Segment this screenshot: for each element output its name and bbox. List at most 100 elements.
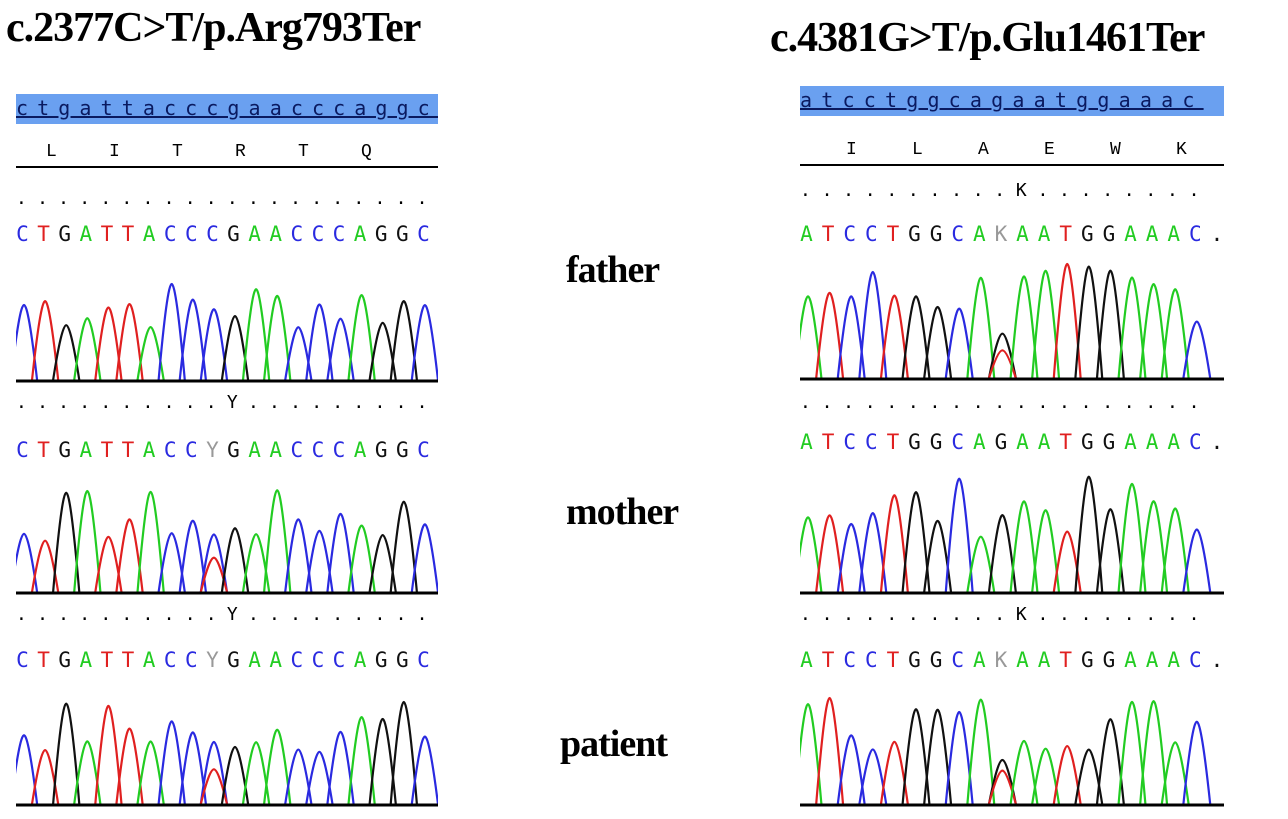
base-call: T [1059,648,1073,672]
right-chromatogram-trace [800,466,1224,596]
peak-a [73,489,102,593]
peak-g [368,534,397,593]
base-call: G [1080,430,1094,454]
peak-t [879,740,909,805]
peak-c [305,529,334,593]
left-amino-acid: L [46,142,57,162]
base-call: K [994,222,1008,246]
left-mutation-title: c.2377C>T/p.Arg793Ter [6,5,421,51]
base-call: C [311,438,325,462]
peak-t [115,518,144,593]
base-call: A [1145,648,1159,672]
peak-a [1031,747,1061,805]
peak-a [241,288,271,381]
peak-a [1117,700,1147,805]
peak-g [52,491,81,593]
peak-c [199,740,229,805]
peak-c [836,295,866,379]
base-call: G [395,648,409,672]
peak-g [1095,718,1125,805]
base-call: G [1102,430,1116,454]
peak-a [1160,288,1190,379]
base-call: C [332,222,346,246]
peak-c [16,734,39,805]
base-call: C [864,222,878,246]
peak-g [1074,475,1104,593]
base-call: C [951,222,965,246]
peak-g [220,527,250,593]
peak-a [1117,482,1147,593]
peak-c [16,532,39,593]
peak-c [305,750,334,805]
base-call: A [972,222,986,246]
base-call: G [929,222,943,246]
base-call: A [1167,648,1181,672]
right-chromatogram-trace [800,252,1224,382]
peak-c [858,511,888,593]
peak-c [326,730,355,805]
base-call: T [1059,222,1073,246]
peak-c [178,298,207,381]
right-reference-sequence: atcctggcagaatggaaac [800,88,1204,112]
peak-c [410,735,438,805]
base-call: C [417,438,430,462]
peak-t [1052,744,1082,805]
base-call: A [1037,222,1051,246]
peak-g [1095,269,1125,379]
peak-a [1031,269,1061,379]
peak-g [389,500,418,593]
left-call-line: ..........Y......... [16,604,438,625]
base-call: G [1102,222,1116,246]
base-call: C [16,222,29,246]
peak-t [115,727,144,805]
base-call: A [1016,430,1029,454]
peak-a [263,294,292,381]
base-call: . [1210,648,1224,672]
base-call: G [58,648,72,672]
peak-c [284,748,313,805]
base-call: C [864,648,878,672]
base-call: A [353,222,367,246]
base-call: G [994,430,1008,454]
peak-c [944,307,974,379]
right-mutation-title: c.4381G>T/p.Glu1461Ter [770,15,1205,61]
left-chromatogram-trace [16,480,438,596]
row-label-father: father [566,249,660,291]
base-call: A [1124,430,1137,454]
base-call: A [800,430,813,454]
peak-c [157,720,186,805]
right-chromatogram-trace [800,682,1224,808]
peak-t [879,294,909,379]
right-amino-acid: E [1044,140,1055,160]
peak-g [923,519,953,593]
left-chromatogram-trace [16,268,438,384]
base-call: . [1210,222,1224,246]
base-call: C [16,648,29,672]
right-call-line: ..........K........ [800,180,1211,201]
peak-t [115,302,144,381]
base-call: C [163,648,177,672]
left-amino-acid: I [109,142,120,162]
left-call-line: .................... [16,188,438,209]
base-call: A [800,222,813,246]
peak-a [966,276,996,379]
right-chromatogram-svg [800,475,1224,595]
peak-g [923,708,953,805]
peak-a [347,715,376,805]
peak-c [410,523,438,593]
peak-c [1182,320,1212,379]
base-call: G [58,438,72,462]
peak-a [1160,741,1190,805]
base-call: K [994,648,1008,672]
peak-t [815,514,845,593]
base-call: T [100,438,114,462]
base-call: A [248,222,261,246]
base-call: C [1188,430,1202,454]
peak-g [1095,508,1125,593]
base-call: C [184,222,198,246]
base-call: T [886,222,900,246]
